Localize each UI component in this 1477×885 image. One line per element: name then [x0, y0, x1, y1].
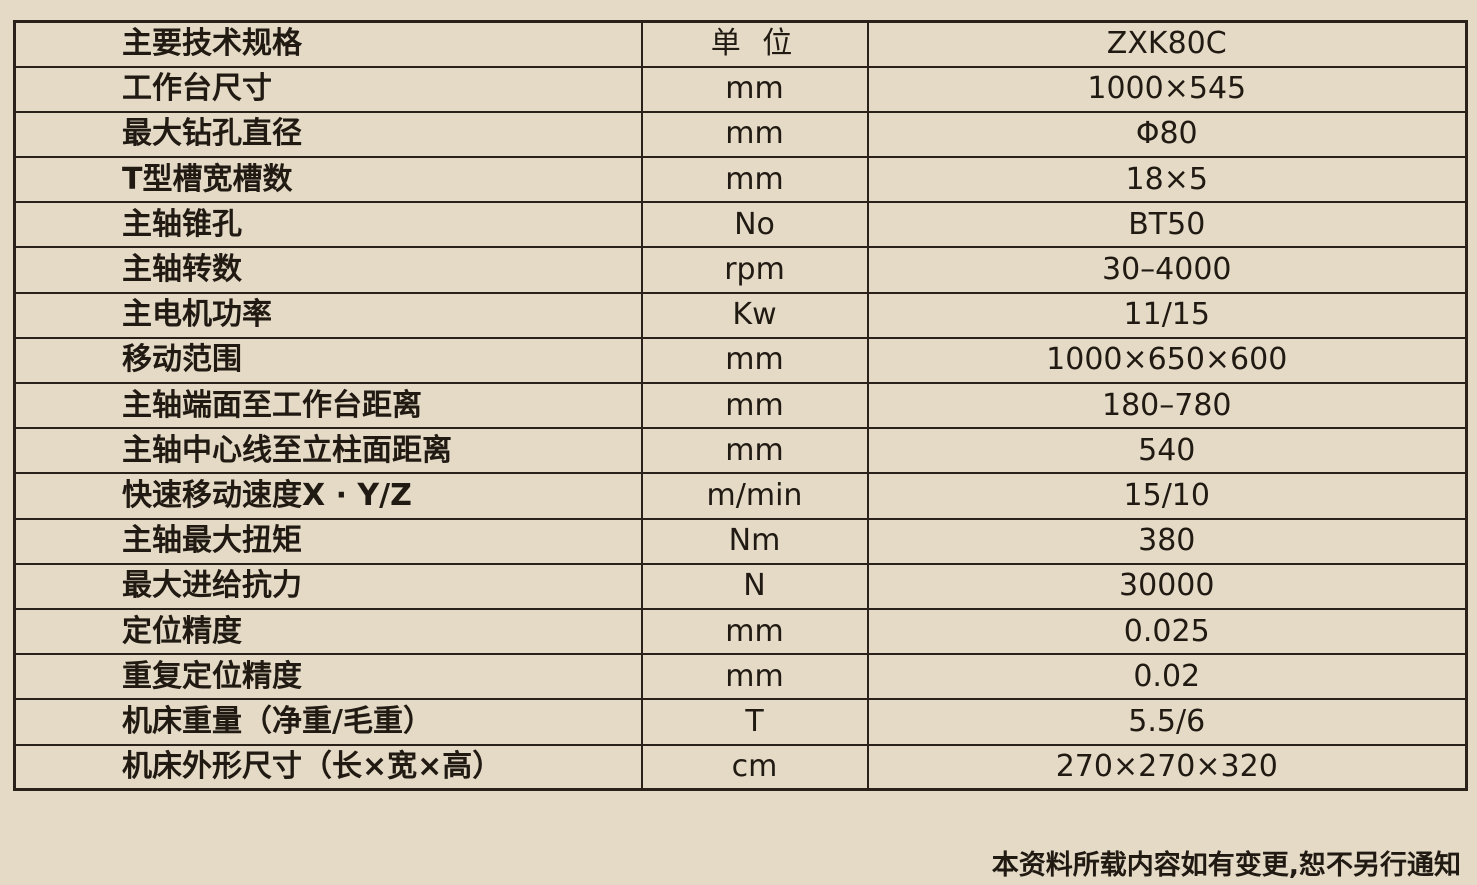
table-row: 机床外形尺寸（长×宽×高） cm 270×270×320 [13, 743, 1468, 791]
value-cell: 11/15 [866, 291, 1468, 339]
table-row: 定位精度 mm 0.025 [13, 607, 1468, 656]
spec-cell: T型槽宽槽数 [13, 156, 643, 204]
table-row: 最大钻孔直径 mm Φ80 [13, 110, 1468, 159]
table-row: T型槽宽槽数 mm 18×5 [13, 156, 1468, 204]
value-cell: 380 [866, 517, 1468, 565]
unit-cell: cm [640, 743, 869, 791]
table-row: 工作台尺寸 mm 1000×545 [13, 65, 1468, 113]
unit-cell: Kw [640, 291, 869, 339]
unit-cell: T [640, 698, 869, 746]
table-row: 主轴最大扭矩 Nm 380 [13, 517, 1468, 565]
spec-cell: 主轴中心线至立柱面距离 [13, 427, 643, 475]
footer-note: 本资料所载内容如有变更,恕不另行通知 [991, 850, 1461, 881]
value-cell: BT50 [866, 201, 1468, 249]
spec-cell: 主轴转数 [13, 246, 643, 294]
table-row: 主轴中心线至立柱面距离 mm 540 [13, 427, 1468, 475]
table-header-row: 主要技术规格 单 位 ZXK80C [13, 20, 1468, 68]
table-row: 快速移动速度X · Y/Z m/min 15/10 [13, 472, 1468, 520]
value-cell: 15/10 [866, 472, 1468, 520]
header-model: ZXK80C [866, 20, 1468, 68]
unit-cell: mm [640, 156, 869, 204]
table-row: 主电机功率 Kw 11/15 [13, 291, 1468, 339]
value-cell: 18×5 [866, 156, 1468, 204]
spec-cell: 快速移动速度X · Y/Z [13, 472, 643, 520]
spec-cell: 定位精度 [13, 607, 643, 656]
table-row: 移动范围 mm 1000×650×600 [13, 336, 1468, 385]
table-row: 主轴锥孔 No BT50 [13, 201, 1468, 249]
value-cell: 5.5/6 [866, 698, 1468, 746]
header-spec: 主要技术规格 [13, 20, 643, 68]
table-row: 机床重量（净重/毛重） T 5.5/6 [13, 698, 1468, 746]
spec-cell: 主轴最大扭矩 [13, 517, 643, 565]
spec-cell: 移动范围 [13, 336, 643, 385]
table-row: 主轴端面至工作台距离 mm 180–780 [13, 381, 1468, 430]
specs-table: 主要技术规格 单 位 ZXK80C 工作台尺寸 mm 1000×545 最大钻孔直径 m… [13, 20, 1468, 792]
unit-cell: Nm [640, 517, 869, 565]
unit-cell: mm [640, 110, 869, 159]
table-row: 重复定位精度 mm 0.02 [13, 653, 1468, 701]
value-cell: 0.025 [866, 607, 1468, 656]
unit-cell: N [640, 562, 869, 610]
header-unit: 单 位 [640, 20, 869, 68]
unit-cell: mm [640, 607, 869, 656]
table-row: 主轴转数 rpm 30–4000 [13, 246, 1468, 294]
table-row: 最大进给抗力 N 30000 [13, 562, 1468, 610]
spec-cell: 主电机功率 [13, 291, 643, 339]
unit-cell: m/min [640, 472, 869, 520]
spec-cell: 最大进给抗力 [13, 562, 643, 610]
value-cell: 30000 [866, 562, 1468, 610]
value-cell: 270×270×320 [866, 743, 1468, 791]
unit-cell: mm [640, 653, 869, 701]
value-cell: 0.02 [866, 653, 1468, 701]
value-cell: 30–4000 [866, 246, 1468, 294]
spec-cell: 主轴端面至工作台距离 [13, 381, 643, 430]
table-body: 工作台尺寸 mm 1000×545 最大钻孔直径 mm Φ80 T型槽宽槽数 mm 18×5 主轴… [13, 65, 1468, 791]
value-cell: 180–780 [866, 381, 1468, 430]
unit-cell: mm [640, 427, 869, 475]
unit-cell: mm [640, 336, 869, 385]
unit-cell: mm [640, 381, 869, 430]
unit-cell: rpm [640, 246, 869, 294]
spec-cell: 重复定位精度 [13, 653, 643, 701]
spec-cell: 主轴锥孔 [13, 201, 643, 249]
spec-cell: 最大钻孔直径 [13, 110, 643, 159]
spec-cell: 机床重量（净重/毛重） [13, 698, 643, 746]
value-cell: Φ80 [866, 110, 1468, 159]
value-cell: 1000×650×600 [866, 336, 1468, 385]
value-cell: 540 [866, 427, 1468, 475]
spec-cell: 机床外形尺寸（长×宽×高） [13, 743, 643, 791]
unit-cell: mm [640, 65, 869, 113]
spec-cell: 工作台尺寸 [13, 65, 643, 113]
unit-cell: No [640, 201, 869, 249]
value-cell: 1000×545 [866, 65, 1468, 113]
